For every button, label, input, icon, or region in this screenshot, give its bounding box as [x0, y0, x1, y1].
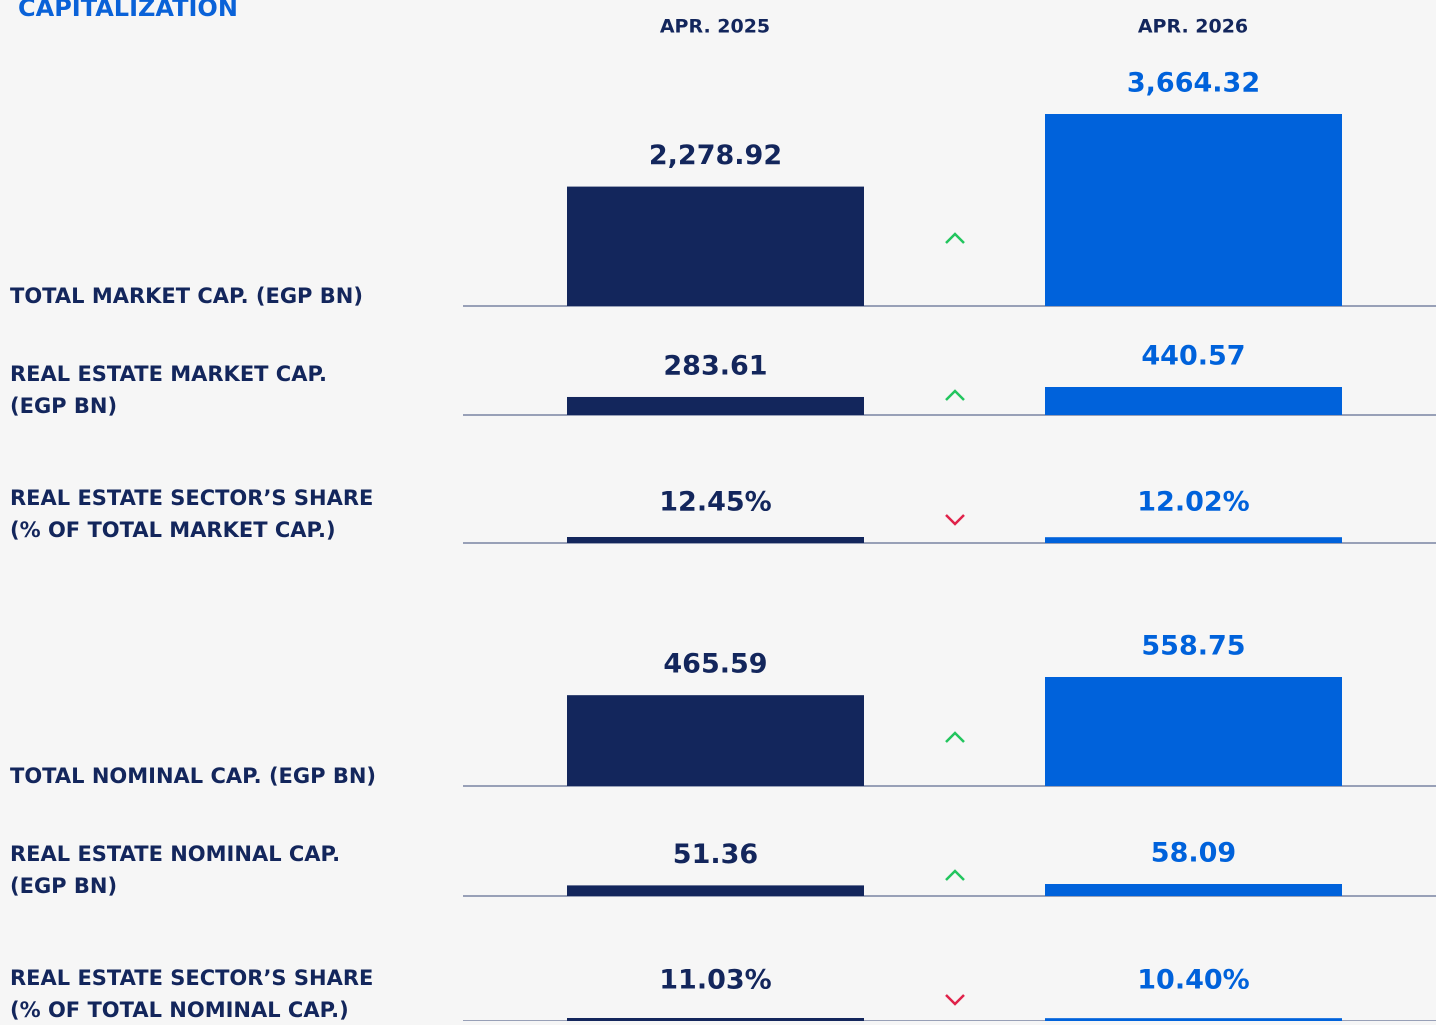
row-label: (% OF TOTAL MARKET CAP.)	[10, 518, 336, 542]
bar	[567, 695, 864, 786]
value-label: 11.03%	[659, 965, 771, 996]
up-arrow	[945, 232, 965, 244]
value-label: 465.59	[663, 649, 767, 680]
row-label: (EGP BN)	[10, 394, 117, 418]
row-label: (% OF TOTAL NOMINAL CAP.)	[10, 998, 349, 1021]
row-label: TOTAL NOMINAL CAP. (EGP BN)	[10, 764, 376, 788]
bar	[1045, 387, 1342, 415]
bar	[1045, 677, 1342, 786]
value-label: 3,664.32	[1127, 68, 1260, 99]
bar	[567, 1018, 864, 1021]
bar	[1045, 537, 1342, 543]
bar	[1045, 114, 1342, 306]
value-label: 12.45%	[659, 487, 771, 518]
value-label: 10.40%	[1137, 965, 1249, 996]
row-label: REAL ESTATE NOMINAL CAP.	[10, 842, 340, 866]
up-arrow	[945, 389, 965, 401]
up-arrow	[945, 731, 965, 743]
row-label: (EGP BN)	[10, 874, 117, 898]
value-label: 440.57	[1141, 341, 1245, 372]
row-label: REAL ESTATE MARKET CAP.	[10, 362, 327, 386]
value-label: 12.02%	[1137, 487, 1249, 518]
bar	[567, 885, 864, 896]
bar	[567, 537, 864, 543]
row-label: REAL ESTATE SECTOR’S SHARE	[10, 966, 373, 990]
up-arrow	[945, 869, 965, 881]
column-header: APR. 2026	[1138, 16, 1248, 38]
value-label: 283.61	[663, 350, 767, 381]
value-label: 2,278.92	[649, 140, 782, 171]
title: CAPITALIZATION	[18, 0, 238, 22]
column-header: APR. 2025	[660, 16, 770, 38]
row-label: REAL ESTATE SECTOR’S SHARE	[10, 486, 373, 510]
down-arrow	[945, 994, 965, 1006]
value-label: 58.09	[1151, 838, 1236, 869]
value-label: 51.36	[673, 839, 758, 870]
bar	[1045, 884, 1342, 896]
row-label: TOTAL MARKET CAP. (EGP BN)	[10, 284, 363, 308]
bar	[567, 186, 864, 306]
down-arrow	[945, 514, 965, 526]
bar	[1045, 1018, 1342, 1021]
bar	[567, 396, 864, 415]
value-label: 558.75	[1141, 631, 1245, 662]
